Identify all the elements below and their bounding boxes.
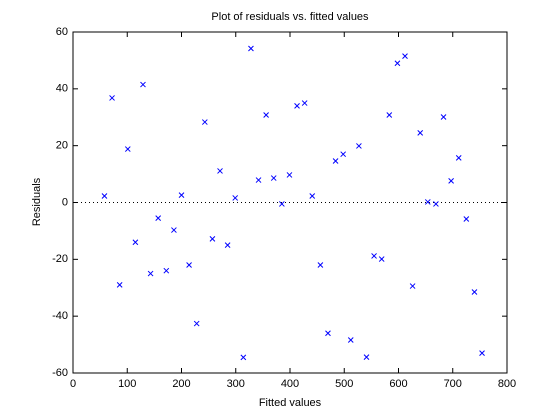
point	[186, 262, 192, 268]
point	[440, 114, 447, 120]
y-tick-label: 60	[56, 26, 68, 38]
point	[209, 236, 216, 242]
point	[394, 60, 401, 67]
point	[417, 130, 424, 136]
point	[332, 158, 339, 164]
point	[294, 103, 300, 109]
point	[424, 199, 431, 205]
y-tick-label: -20	[52, 253, 68, 265]
x-tick-label: 100	[118, 378, 136, 390]
x-tick-label: 700	[444, 378, 462, 390]
point	[279, 201, 285, 207]
x-tick-label: 800	[498, 378, 516, 390]
x-tick-label: 300	[227, 378, 245, 390]
y-tick-label: 40	[56, 83, 68, 95]
point	[171, 227, 177, 233]
point	[217, 168, 223, 174]
point	[109, 95, 115, 101]
point	[255, 177, 262, 183]
point	[232, 195, 239, 201]
point	[301, 100, 308, 106]
point	[101, 193, 108, 199]
y-tick-label: -60	[52, 367, 68, 379]
point	[132, 239, 139, 246]
x-axis-label: Fitted values	[259, 397, 322, 409]
point	[463, 216, 470, 222]
point	[356, 143, 362, 149]
point	[270, 175, 277, 181]
point	[116, 282, 123, 288]
point	[448, 178, 454, 184]
point	[140, 81, 146, 88]
point	[433, 201, 439, 207]
point	[178, 192, 185, 198]
point	[479, 350, 485, 356]
point	[286, 172, 293, 178]
point	[455, 155, 462, 161]
point	[240, 354, 247, 361]
point	[163, 267, 170, 274]
point	[363, 354, 370, 360]
y-tick-label: 20	[56, 140, 68, 152]
point	[340, 151, 347, 158]
point	[224, 242, 231, 248]
x-tick-label: 600	[389, 378, 407, 390]
point	[347, 337, 354, 343]
point	[263, 112, 269, 118]
point	[386, 112, 393, 118]
y-tick-label: 0	[62, 196, 68, 208]
point	[471, 289, 478, 295]
point	[201, 119, 208, 125]
point	[147, 270, 154, 277]
point	[325, 330, 331, 337]
point	[193, 320, 200, 327]
point	[378, 256, 385, 262]
point	[402, 53, 408, 60]
point	[155, 215, 162, 221]
x-tick-label: 500	[335, 378, 353, 390]
x-tick-label: 200	[172, 378, 190, 390]
point	[124, 146, 131, 152]
chart-title: Plot of residuals vs. fitted values	[211, 11, 369, 23]
point	[371, 253, 377, 259]
point	[317, 262, 324, 268]
point	[248, 45, 254, 52]
y-axis-label: Residuals	[31, 177, 43, 226]
x-tick-label: 0	[70, 378, 76, 390]
x-tick-label: 400	[281, 378, 299, 390]
point	[309, 193, 316, 199]
point	[409, 283, 416, 289]
y-tick-label: -40	[52, 310, 68, 322]
